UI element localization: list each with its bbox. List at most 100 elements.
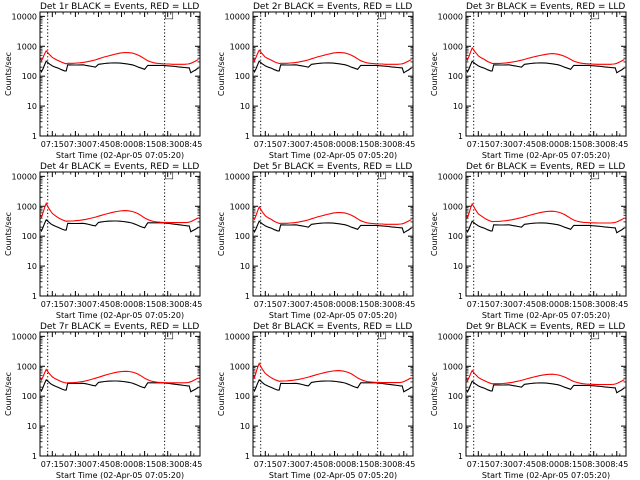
plot-frame <box>39 331 201 457</box>
x-tick-label: 07:30 <box>64 300 87 309</box>
series-line-lld <box>466 46 625 65</box>
series-line-lld <box>253 49 412 65</box>
y-axis-label: Counts/sec <box>217 372 226 416</box>
x-tick-label: 08:30 <box>156 300 179 309</box>
y-tick-label: 1000 <box>17 202 37 211</box>
plot-frame <box>465 171 627 297</box>
top-marker: □ <box>165 170 174 181</box>
y-tick-label: 100 <box>448 392 463 401</box>
y-tick-label: 10 <box>453 262 463 271</box>
y-tick-label: 10000 <box>12 332 37 341</box>
x-tick-label: 08:45 <box>605 300 628 309</box>
x-tick-label: 08:15 <box>559 300 582 309</box>
x-tick-label: 08:00 <box>323 460 346 469</box>
plot-frame <box>39 171 201 297</box>
y-tick-label: 1 <box>32 292 37 301</box>
x-axis-label: Start Time (02-Apr-05 07:05:20) <box>56 471 184 480</box>
x-tick-label: 07:15 <box>467 460 490 469</box>
y-tick-label: 1 <box>458 132 463 141</box>
plot-frame <box>465 11 627 137</box>
x-tick-label: 07:15 <box>41 300 64 309</box>
y-tick-label: 10 <box>27 102 37 111</box>
y-axis-label: Counts/sec <box>217 212 226 256</box>
panel-title: Det 1r BLACK = Events, RED = LLD <box>40 2 199 12</box>
y-tick-label: 10 <box>453 422 463 431</box>
panel-det-2r: Det 2r BLACK = Events, RED = LLD 1 10 100 10… <box>217 2 415 160</box>
x-tick-label: 07:45 <box>87 300 110 309</box>
panel-det-1r: Det 1r BLACK = Events, RED = LLD 1 10 100 10… <box>4 2 202 160</box>
y-tick-label: 10000 <box>12 172 37 181</box>
series-line-events <box>40 219 199 233</box>
panel-det-4r: Det 4r BLACK = Events, RED = LLD 1 10 100 10… <box>4 162 202 320</box>
x-tick-label: 08:45 <box>179 140 202 149</box>
y-tick-label: 10000 <box>438 172 463 181</box>
x-tick-label: 07:45 <box>300 140 323 149</box>
x-tick-label: 07:30 <box>490 140 513 149</box>
x-tick-label: 07:30 <box>490 300 513 309</box>
x-tick-label: 08:15 <box>346 460 369 469</box>
x-tick-label: 07:15 <box>254 140 277 149</box>
top-marker: □ <box>591 330 600 341</box>
y-tick-label: 10 <box>240 102 250 111</box>
x-tick-label: 07:30 <box>64 460 87 469</box>
plot-frame <box>39 11 201 137</box>
y-tick-label: 100 <box>22 392 37 401</box>
panel-title: Det 9r BLACK = Events, RED = LLD <box>466 322 625 332</box>
x-tick-label: 08:15 <box>346 300 369 309</box>
panel-title: Det 4r BLACK = Events, RED = LLD <box>40 162 199 172</box>
y-tick-label: 10000 <box>225 332 250 341</box>
y-tick-label: 10 <box>453 102 463 111</box>
x-tick-label: 08:00 <box>110 300 133 309</box>
y-tick-label: 1 <box>245 452 250 461</box>
x-tick-label: 07:45 <box>300 300 323 309</box>
x-tick-label: 08:45 <box>392 300 415 309</box>
x-axis-label: Start Time (02-Apr-05 07:05:20) <box>482 311 610 320</box>
panel-title: Det 7r BLACK = Events, RED = LLD <box>40 322 199 332</box>
x-tick-label: 08:30 <box>369 460 392 469</box>
series-line-lld <box>40 202 199 224</box>
x-tick-label: 08:15 <box>133 140 156 149</box>
y-tick-label: 1 <box>458 292 463 301</box>
y-tick-label: 1 <box>32 452 37 461</box>
x-tick-label: 07:30 <box>490 460 513 469</box>
panel-det-5r: Det 5r BLACK = Events, RED = LLD 1 10 100 10… <box>217 162 415 320</box>
y-tick-label: 10000 <box>225 172 250 181</box>
y-tick-label: 1000 <box>443 202 463 211</box>
y-tick-label: 100 <box>235 72 250 81</box>
series-line-events <box>253 220 412 234</box>
top-marker: □ <box>165 330 174 341</box>
x-tick-label: 08:15 <box>559 140 582 149</box>
x-tick-label: 07:15 <box>254 460 277 469</box>
x-tick-label: 08:15 <box>559 460 582 469</box>
y-tick-label: 10 <box>240 262 250 271</box>
panel-det-6r: Det 6r BLACK = Events, RED = LLD 1 10 100 10… <box>430 162 628 320</box>
y-tick-label: 100 <box>22 72 37 81</box>
panel-det-8r: Det 8r BLACK = Events, RED = LLD 1 10 100 10… <box>217 322 415 480</box>
x-axis-label: Start Time (02-Apr-05 07:05:20) <box>482 151 610 160</box>
series-line-events <box>466 60 625 74</box>
x-tick-label: 07:30 <box>64 140 87 149</box>
plot-frame <box>252 171 414 297</box>
x-tick-label: 08:00 <box>536 300 559 309</box>
y-tick-label: 10 <box>27 262 37 271</box>
x-tick-label: 07:15 <box>41 460 64 469</box>
x-tick-label: 08:45 <box>605 460 628 469</box>
top-marker: □ <box>591 10 600 21</box>
y-tick-label: 10000 <box>438 12 463 21</box>
y-tick-label: 1000 <box>443 362 463 371</box>
x-tick-label: 07:30 <box>277 300 300 309</box>
x-axis-label: Start Time (02-Apr-05 07:05:20) <box>269 471 397 480</box>
x-tick-label: 08:00 <box>323 300 346 309</box>
series-line-events <box>466 220 625 234</box>
x-tick-label: 08:45 <box>179 460 202 469</box>
y-axis-label: Counts/sec <box>4 52 13 96</box>
x-tick-label: 08:30 <box>369 300 392 309</box>
x-tick-label: 07:45 <box>87 460 110 469</box>
y-tick-label: 100 <box>448 72 463 81</box>
y-tick-label: 10000 <box>12 12 37 21</box>
y-tick-label: 10000 <box>225 12 250 21</box>
panel-title: Det 3r BLACK = Events, RED = LLD <box>466 2 625 12</box>
top-marker: □ <box>591 170 600 181</box>
x-tick-label: 07:45 <box>87 140 110 149</box>
